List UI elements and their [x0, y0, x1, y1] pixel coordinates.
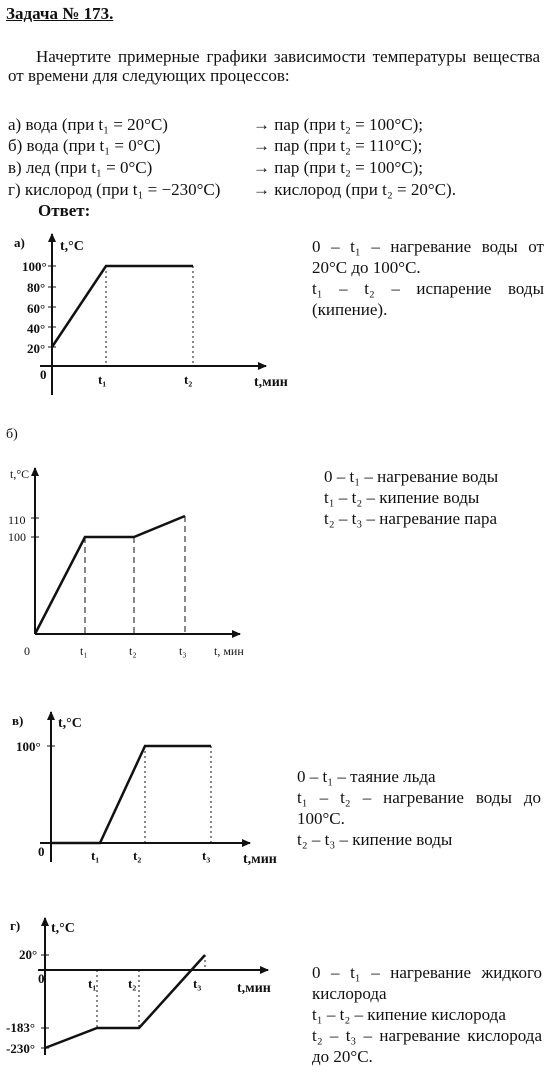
task-end: → кислород (при t₂ = 20°C).	[253, 180, 456, 199]
task-start: а) вода (при t₁ = 20°C)	[8, 115, 168, 134]
y-tick: 100°	[16, 739, 41, 754]
x-tick: t₂	[128, 976, 136, 991]
x-axis-label: t,мин	[243, 852, 277, 867]
y-tick: 40°	[27, 321, 45, 336]
y-axis-label: t,°C	[58, 716, 82, 731]
y-tick: -183°	[6, 1020, 35, 1035]
y-tick: 20°	[27, 341, 45, 356]
y-tick: 110	[8, 513, 26, 527]
graph-v-description: 0 – t₁ – таяние льда t₁ – t₂ – нагревани…	[297, 766, 541, 850]
x-axis-label: t,мин	[254, 375, 288, 390]
task-start: в) лед (при t₁ = 0°C)	[8, 158, 153, 177]
task-item: г) кислород (при t₁ = −230°C) → кислород…	[8, 179, 548, 200]
graph-label: б)	[6, 427, 18, 442]
x-tick: t₂	[184, 372, 192, 387]
origin-label: 0	[38, 971, 45, 986]
x-tick: t₁	[98, 372, 106, 387]
task-start: б) вода (при t₁ = 0°C)	[8, 136, 161, 155]
y-axis-label: t,°C	[60, 239, 84, 254]
y-tick: 100	[8, 530, 26, 544]
x-tick: t₁	[80, 644, 88, 658]
description-line: t₂ – t₃ – нагревание пара	[324, 509, 497, 528]
temperature-curve	[44, 954, 206, 1050]
y-tick: 80°	[27, 280, 45, 295]
graph-b-description: 0 – t₁ – нагревание воды t₁ – t₂ – кипен…	[324, 466, 546, 529]
x-axis-label: t, мин	[214, 644, 244, 658]
task-end: → пар (при t₂ = 100°C);	[253, 158, 424, 177]
x-axis-label: t,мин	[237, 981, 271, 996]
description-line: 0 – t₁ – нагревание жидкого кислорода	[312, 963, 542, 1003]
description-line: 0 – t₁ – таяние льда	[297, 767, 436, 786]
y-tick: 60°	[27, 301, 45, 316]
graph-g-description: 0 – t₁ – нагревание жидкого кислорода t₁…	[312, 962, 542, 1067]
x-tick: t₃	[193, 976, 201, 991]
temperature-curve	[33, 514, 186, 635]
origin-label: 0	[38, 844, 45, 859]
graph-a-description: 0 – t₁ – нагревание воды от 20°C до 100°…	[312, 236, 544, 320]
x-tick: t₃	[202, 848, 210, 863]
description-line: 0 – t₁ – нагревание воды	[324, 467, 499, 486]
graph-label: а)	[14, 235, 25, 250]
y-tick: -230°	[6, 1041, 35, 1056]
y-tick: 20°	[19, 947, 37, 962]
problem-title: Задача № 173.	[6, 4, 114, 23]
task-item: б) вода (при t₁ = 0°C) → пар (при t₂ = 1…	[8, 135, 548, 156]
description-line: t₁ – t₂ – испарение воды (кипение).	[312, 279, 544, 319]
x-tick: t₁	[88, 976, 96, 991]
description-line: t₂ – t₃ – кипение воды	[297, 830, 453, 849]
description-line: 0 – t₁ – нагревание воды от 20°C до 100°…	[312, 237, 544, 277]
task-start: г) кислород (при t₁ = −230°C)	[8, 180, 221, 199]
y-axis-label: t,°C	[10, 467, 29, 481]
y-tick: 100°	[22, 259, 47, 274]
temperature-curve	[51, 744, 211, 845]
graph-label: г)	[10, 918, 20, 933]
y-axis-label: t,°C	[51, 921, 75, 936]
origin-label: 0	[24, 644, 30, 658]
x-tick: t₂	[133, 848, 141, 863]
x-tick: t₂	[129, 644, 137, 658]
task-item: в) лед (при t₁ = 0°C) → пар (при t₂ = 10…	[8, 157, 548, 178]
x-tick: t₁	[91, 848, 99, 863]
description-line: t₁ – t₂ – кипение воды	[324, 488, 480, 507]
description-line: t₁ – t₂ – нагревание воды до 100°C.	[297, 788, 541, 828]
graph-label: в)	[12, 713, 23, 728]
answer-heading: Ответ:	[38, 201, 91, 220]
x-tick: t₃	[179, 644, 187, 658]
problem-statement: Начертите примерные графики зависимости …	[8, 47, 540, 85]
task-end: → пар (при t₂ = 100°C);	[253, 115, 424, 134]
description-line: t₂ – t₃ – нагревание кислорода до 20°C.	[312, 1026, 542, 1066]
description-line: t₁ – t₂ – кипение кислорода	[312, 1005, 506, 1024]
task-item: а) вода (при t₁ = 20°C) → пар (при t₂ = …	[8, 114, 548, 135]
origin-label: 0	[40, 367, 47, 382]
task-end: → пар (при t₂ = 110°C);	[253, 136, 423, 155]
